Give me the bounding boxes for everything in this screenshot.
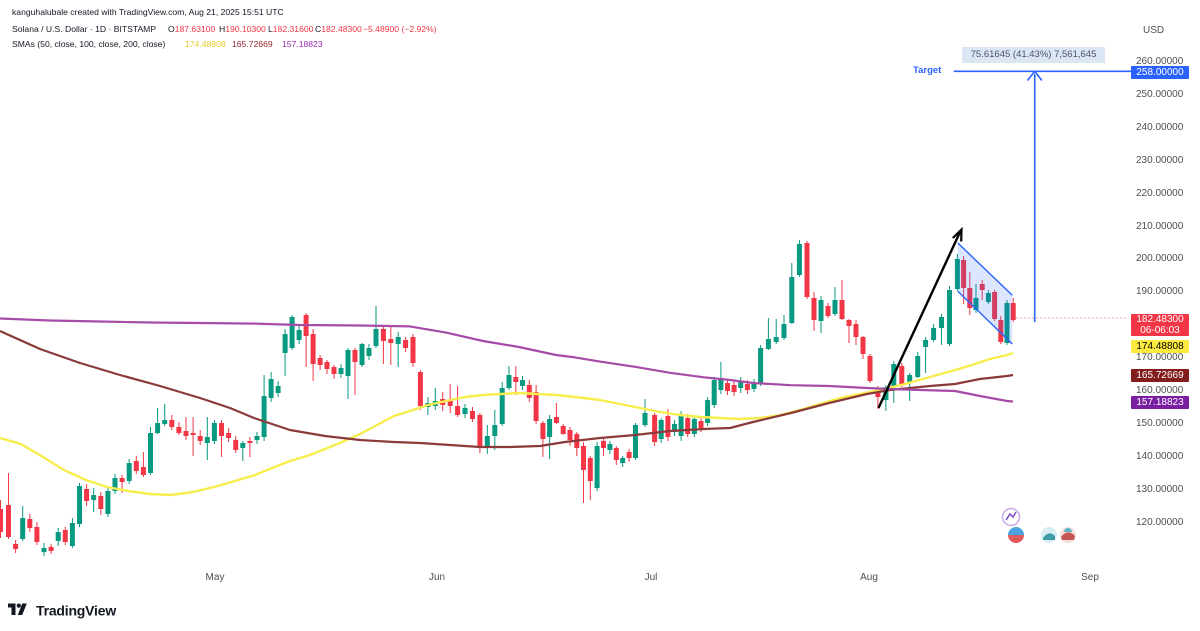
- svg-text:TradingView: TradingView: [36, 603, 116, 619]
